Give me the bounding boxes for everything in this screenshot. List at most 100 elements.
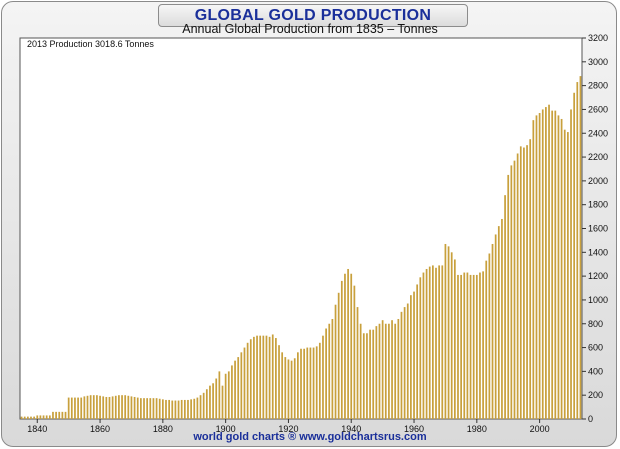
bar-1951 [384,323,387,419]
y-tick-label: 400 [588,366,603,376]
bar-1955 [397,318,400,419]
y-tick-label: 1200 [588,271,608,281]
bar-1986 [494,234,497,419]
bar-1910 [256,335,258,419]
bar-1839 [33,416,35,419]
bar-1873 [140,398,142,419]
bar-1929 [315,346,318,419]
bar-1874 [143,398,145,419]
bar-1904 [237,357,240,419]
chart-subtitle: Annual Global Production from 1835 – Ton… [182,22,438,36]
bar-1862 [105,396,108,419]
bar-1957 [403,307,406,419]
bar-1942 [356,307,359,419]
bar-1927 [309,347,312,419]
bar-1994 [519,146,522,419]
bar-1945 [366,333,368,419]
bar-2011 [573,92,576,420]
bar-1997 [529,139,532,419]
bar-2013 [579,76,582,419]
production-annotation: 2013 Production 3018.6 Tonnes [27,39,154,49]
bar-1995 [523,147,525,420]
y-tick-label: 2200 [588,152,608,162]
bar-1880 [161,399,164,419]
bar-1888 [187,399,189,419]
y-tick-label: 200 [588,390,603,400]
x-tick-label: 1840 [27,424,47,434]
y-tick-label: 2400 [588,128,608,138]
bar-1851 [70,397,73,419]
bar-1838 [30,416,32,419]
bar-1835 [20,416,23,419]
bar-1913 [265,335,268,419]
bar-1842 [42,415,45,419]
bar-1893 [202,392,205,419]
y-axis: 0 200 400 600 800 1000 1200 1400 1600 1800 2000 220… [582,33,608,424]
bar-1971 [447,246,450,419]
bar-1856 [86,395,89,419]
bar-1925 [303,348,306,419]
bar-1973 [453,259,456,419]
bar-1953 [391,320,393,419]
bar-1988 [501,218,503,419]
bar-1876 [149,398,152,419]
bar-1886 [180,399,183,419]
bar-1924 [300,348,302,419]
bar-1892 [199,395,202,419]
bar-1975 [460,274,462,419]
bar-2005 [554,110,557,419]
bar-2012 [576,82,579,420]
bar-1935 [334,304,337,419]
bar-1963 [422,272,425,419]
bar-1926 [306,347,309,419]
bar-1887 [183,399,186,419]
bar-1937 [340,280,343,419]
bar-1936 [337,292,340,419]
bar-1950 [381,320,384,419]
bar-1952 [388,323,390,419]
chart-footer-credit: world gold charts ® www.goldchartsrus.co… [193,431,427,443]
bar-2009 [567,132,569,419]
chart-title: GLOBAL GOLD PRODUCTION [158,4,468,27]
y-tick-label: 1400 [588,247,608,257]
bar-1930 [318,342,321,419]
bar-1919 [284,357,287,419]
bar-1850 [67,397,70,419]
bar-1958 [406,303,409,419]
y-tick-label: 2600 [588,104,608,114]
bar-1946 [369,329,371,419]
bar-1948 [375,326,378,419]
y-tick-label: 3000 [588,57,608,67]
bar-1906 [243,347,246,419]
bar-1852 [74,397,76,419]
bar-1977 [466,272,469,419]
bar-1902 [231,365,233,419]
bar-1949 [378,323,381,419]
bar-1877 [152,398,155,419]
bar-1964 [425,268,428,419]
bar-1933 [328,323,331,419]
bar-series [20,76,582,420]
bar-1917 [278,345,280,419]
bar-1916 [275,338,277,419]
y-tick-label: 3200 [588,33,608,43]
y-tick-label: 0 [588,414,593,424]
bar-1848 [61,411,64,419]
bar-1981 [479,272,481,419]
bar-1920 [287,359,290,419]
x-tick-label: 1940 [341,424,361,434]
bar-1960 [413,291,415,419]
bar-1898 [218,371,221,420]
bar-1864 [111,396,114,419]
bar-1974 [457,274,459,419]
bar-1867 [121,395,123,419]
bar-2003 [548,104,550,420]
bar-1947 [372,329,375,419]
x-tick-label: 1960 [404,424,424,434]
bar-1871 [133,396,136,419]
bar-1959 [410,295,412,419]
y-tick-label: 2000 [588,176,608,186]
bar-1954 [394,323,397,419]
bar-1961 [416,284,419,419]
